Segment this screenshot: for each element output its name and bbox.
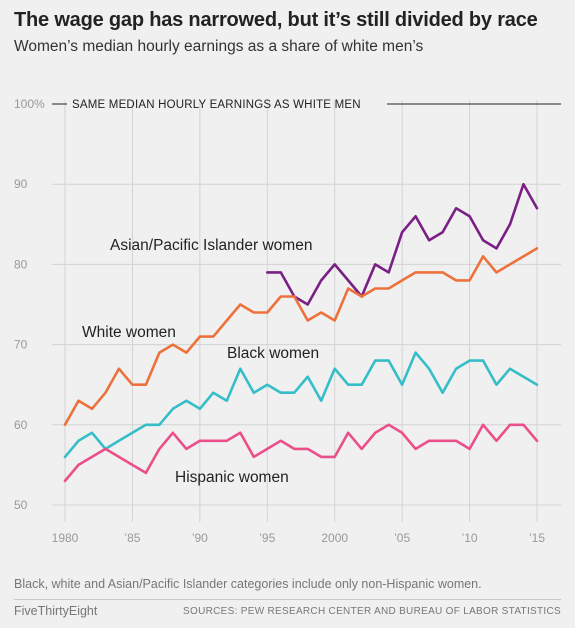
chart-note: Black, white and Asian/Pacific Islander … xyxy=(14,577,482,591)
x-tick-label: ’85 xyxy=(124,531,140,545)
series-line-white xyxy=(63,247,539,427)
x-tick-label: 1980 xyxy=(52,531,79,545)
series-label-hispanic: Hispanic women xyxy=(175,469,289,486)
series-line-hispanic xyxy=(63,423,539,483)
y-tick-label: 50 xyxy=(14,498,28,512)
series-line-asian xyxy=(265,182,539,306)
series-label-white: White women xyxy=(82,324,176,341)
x-tick-label: ’90 xyxy=(192,531,208,545)
x-tick-label: ’05 xyxy=(394,531,410,545)
chart-subtitle: Women’s median hourly earnings as a shar… xyxy=(14,38,424,55)
x-tick-label: ’95 xyxy=(259,531,275,545)
source-label: SOURCES: PEW RESEARCH CENTER AND BUREAU … xyxy=(183,606,561,617)
line-chart: 50 60 70 80 90 100% 1980 ’85 ’90 ’95 2000 ’05 ’10 ’15… xyxy=(14,97,561,545)
series-label-asian: Asian/Pacific Islander women xyxy=(110,237,312,254)
series-line-black xyxy=(63,351,539,459)
brand-label: FiveThirtyEight xyxy=(14,604,98,618)
x-tick-label: ’10 xyxy=(462,531,478,545)
footer-divider xyxy=(14,599,561,600)
series-label-black: Black women xyxy=(227,345,319,362)
y-tick-label: 80 xyxy=(14,257,28,271)
reference-line-label: SAME MEDIAN HOURLY EARNINGS AS WHITE MEN xyxy=(72,99,361,111)
y-tick-label: 60 xyxy=(14,418,28,432)
y-tick-label: 90 xyxy=(14,177,28,191)
y-tick-label: 70 xyxy=(14,338,28,352)
y-tick-label: 100% xyxy=(14,97,45,111)
chart-title: The wage gap has narrowed, but it’s stil… xyxy=(14,9,538,31)
x-tick-label: ’15 xyxy=(529,531,545,545)
x-tick-label: 2000 xyxy=(321,531,348,545)
